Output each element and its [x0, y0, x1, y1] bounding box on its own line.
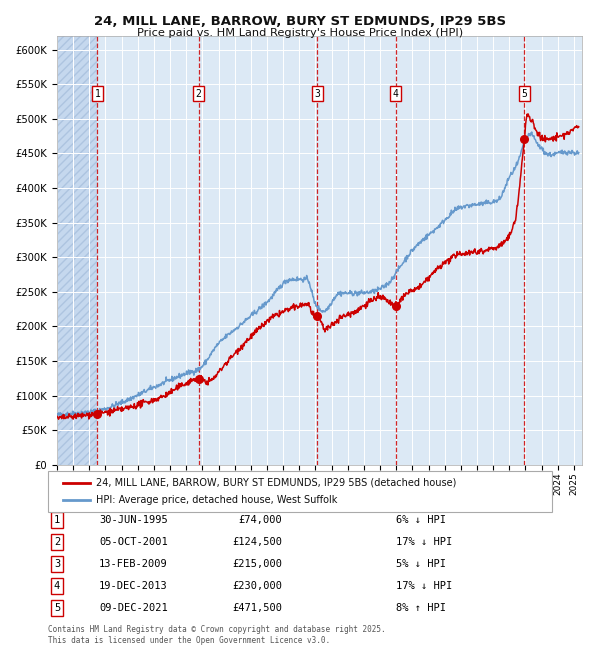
Text: Price paid vs. HM Land Registry's House Price Index (HPI): Price paid vs. HM Land Registry's House … [137, 28, 463, 38]
Text: 4: 4 [393, 88, 398, 99]
Text: 13-FEB-2009: 13-FEB-2009 [99, 559, 168, 569]
Text: 1: 1 [94, 88, 100, 99]
Text: 17% ↓ HPI: 17% ↓ HPI [396, 581, 452, 592]
Text: £471,500: £471,500 [232, 603, 282, 614]
Text: Contains HM Land Registry data © Crown copyright and database right 2025.
This d: Contains HM Land Registry data © Crown c… [48, 625, 386, 645]
Text: 5: 5 [54, 603, 60, 614]
Text: £74,000: £74,000 [238, 515, 282, 525]
Text: 05-OCT-2001: 05-OCT-2001 [99, 537, 168, 547]
Text: 24, MILL LANE, BARROW, BURY ST EDMUNDS, IP29 5BS: 24, MILL LANE, BARROW, BURY ST EDMUNDS, … [94, 15, 506, 28]
Text: 09-DEC-2021: 09-DEC-2021 [99, 603, 168, 614]
Text: HPI: Average price, detached house, West Suffolk: HPI: Average price, detached house, West… [96, 495, 337, 505]
Text: 6% ↓ HPI: 6% ↓ HPI [396, 515, 446, 525]
Text: 8% ↑ HPI: 8% ↑ HPI [396, 603, 446, 614]
Text: 3: 3 [314, 88, 320, 99]
Text: 2: 2 [196, 88, 202, 99]
Text: 1: 1 [54, 515, 60, 525]
Text: 24, MILL LANE, BARROW, BURY ST EDMUNDS, IP29 5BS (detached house): 24, MILL LANE, BARROW, BURY ST EDMUNDS, … [96, 478, 457, 488]
Text: 4: 4 [54, 581, 60, 592]
Text: 30-JUN-1995: 30-JUN-1995 [99, 515, 168, 525]
Text: £124,500: £124,500 [232, 537, 282, 547]
Text: 5: 5 [521, 88, 527, 99]
Text: £215,000: £215,000 [232, 559, 282, 569]
Text: 5% ↓ HPI: 5% ↓ HPI [396, 559, 446, 569]
Text: £230,000: £230,000 [232, 581, 282, 592]
Bar [57, 36, 97, 465]
Text: 3: 3 [54, 559, 60, 569]
Text: 17% ↓ HPI: 17% ↓ HPI [396, 537, 452, 547]
Text: 2: 2 [54, 537, 60, 547]
Text: 19-DEC-2013: 19-DEC-2013 [99, 581, 168, 592]
